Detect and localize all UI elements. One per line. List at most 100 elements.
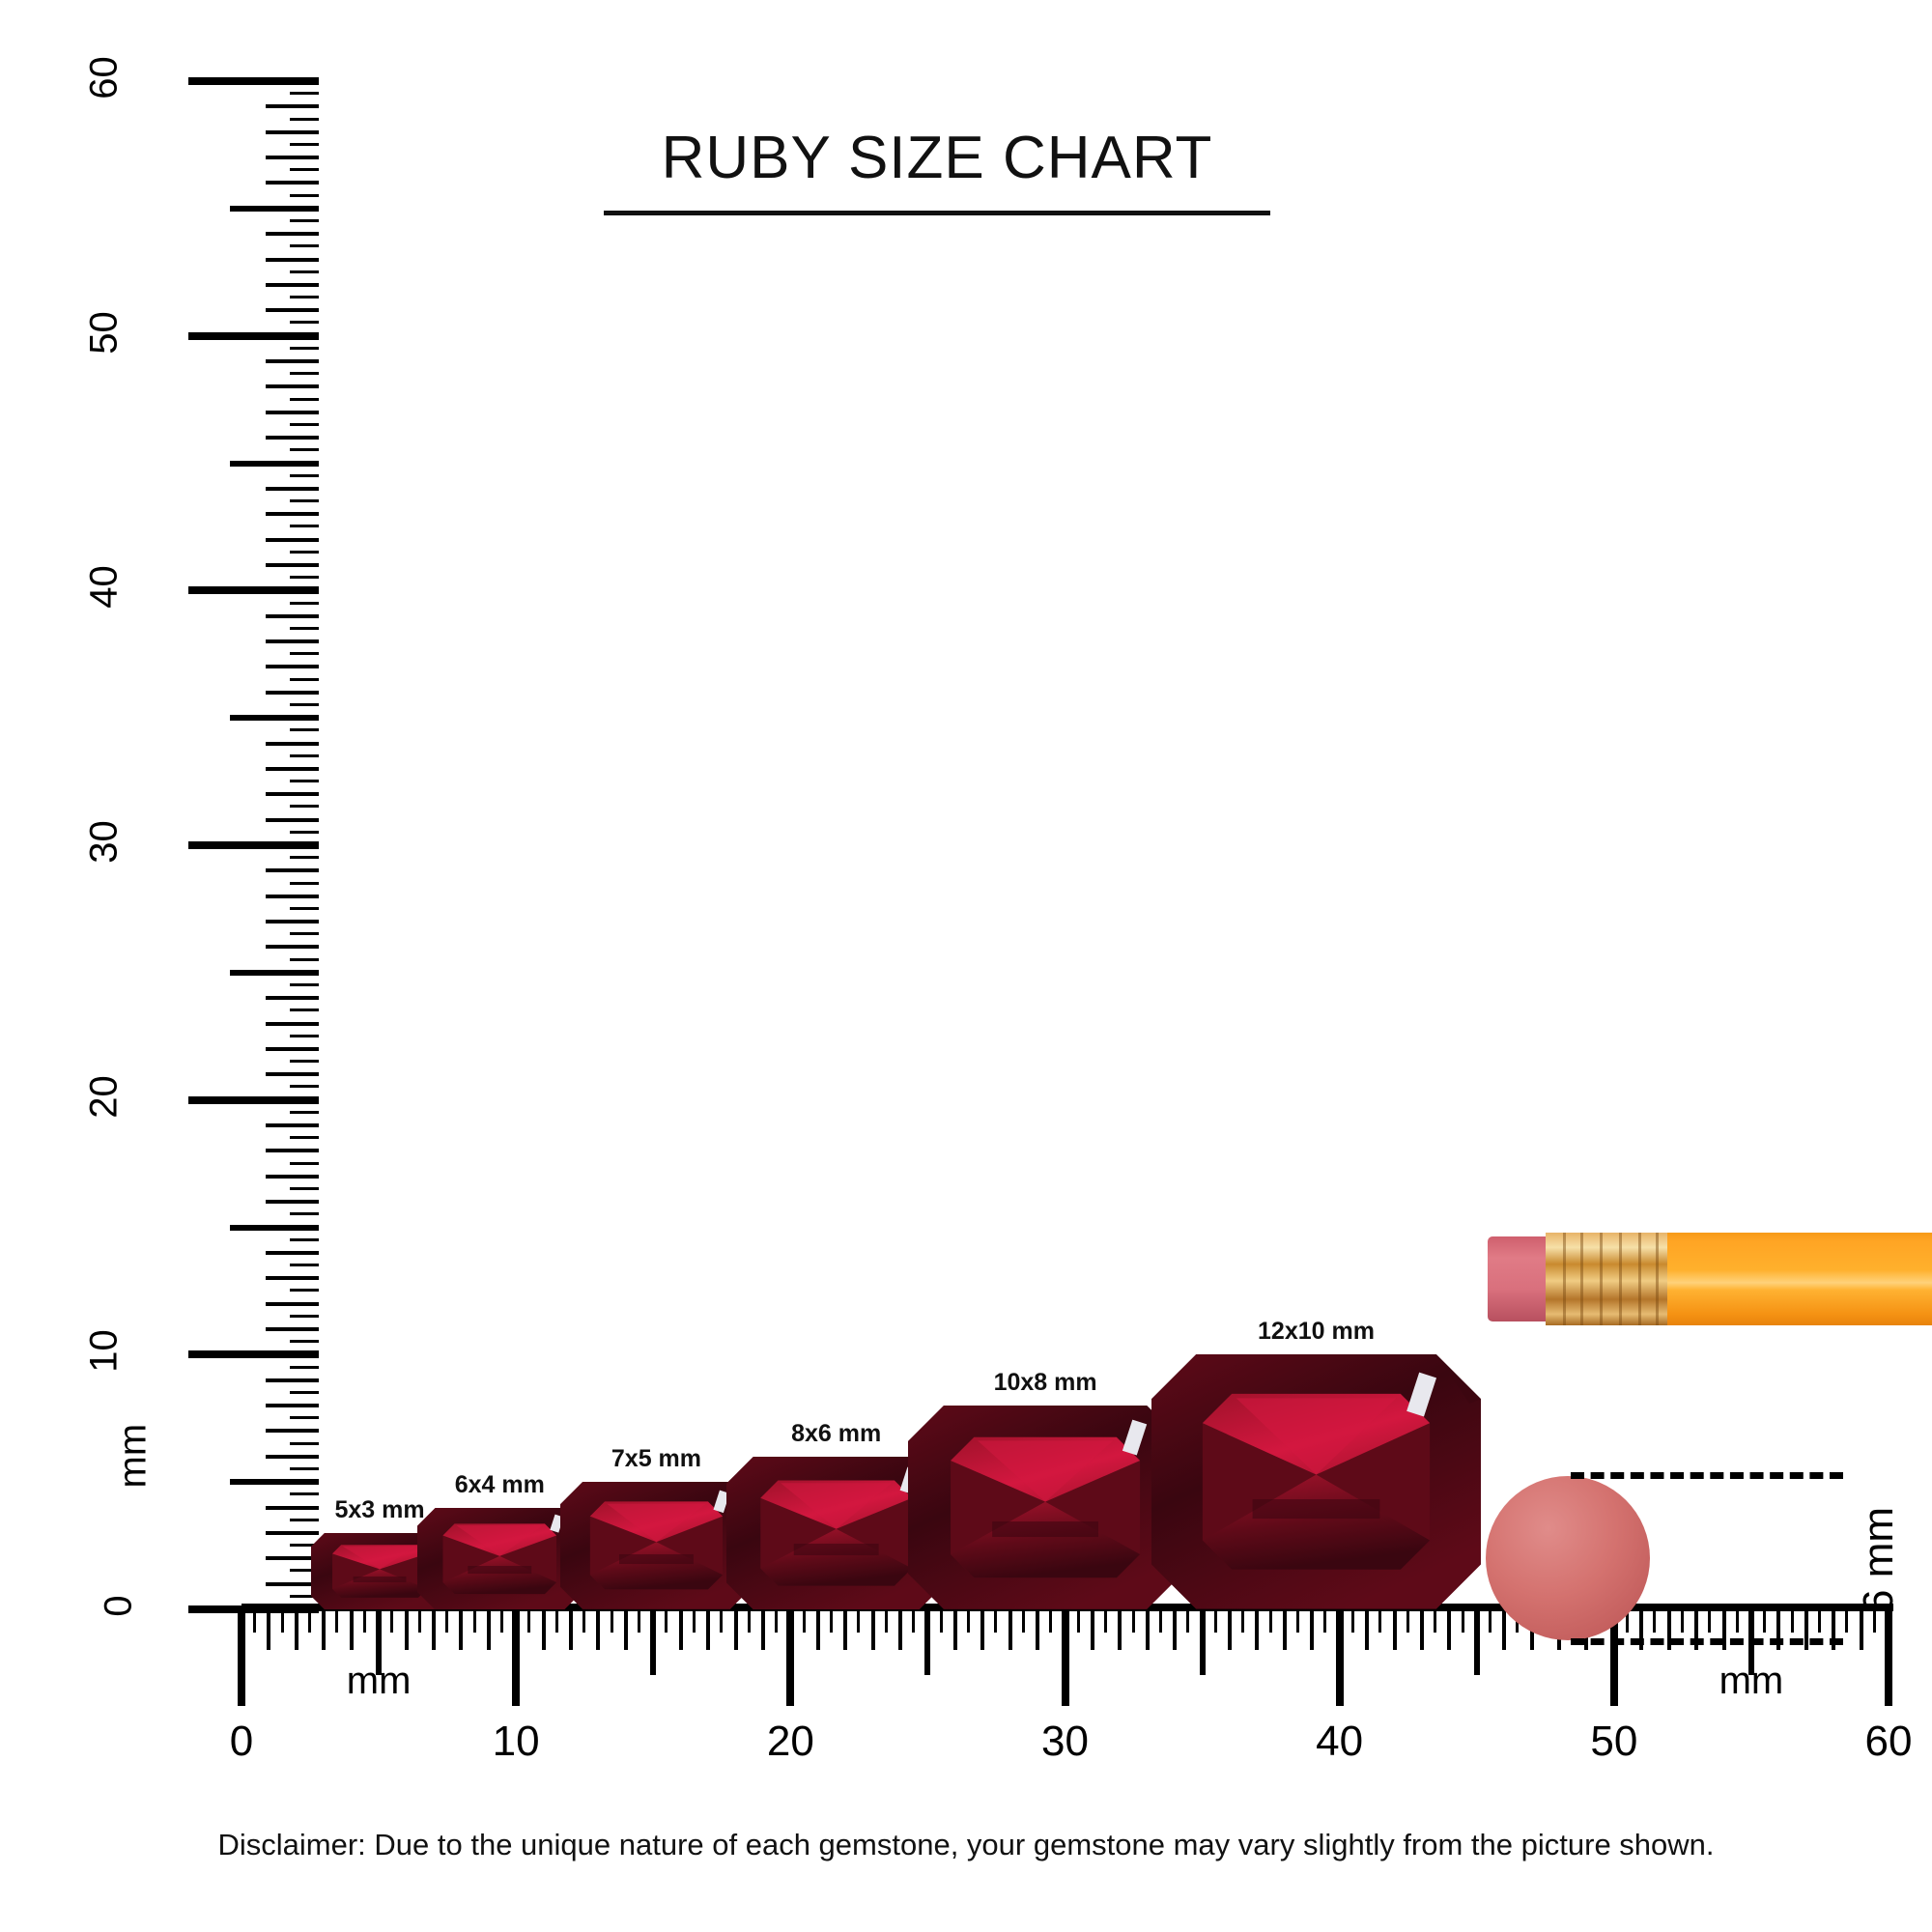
horizontal-ruler-tick (1817, 1609, 1821, 1633)
horizontal-ruler-tick (280, 1609, 284, 1633)
vertical-ruler-tick (290, 881, 319, 885)
vertical-ruler-tick (266, 436, 319, 440)
vertical-ruler-tick (290, 753, 319, 757)
horizontal-ruler-tick (706, 1609, 711, 1650)
vertical-ruler-tick (266, 1174, 319, 1179)
horizontal-ruler-tick (1488, 1609, 1492, 1633)
vertical-ruler-tick (290, 372, 319, 376)
horizontal-ruler-tick (499, 1609, 503, 1633)
gem-item[interactable]: 12x10 mm (1151, 1318, 1481, 1609)
horizontal-ruler-tick (1213, 1609, 1217, 1633)
horizontal-ruler-tick (267, 1609, 271, 1650)
horizontal-ruler-tick (1392, 1609, 1397, 1650)
vertical-ruler-tick (230, 1224, 319, 1231)
horizontal-ruler-tick (1378, 1609, 1382, 1633)
horizontal-ruler-tick (1296, 1609, 1300, 1633)
gem-item[interactable]: 5x3 mm (311, 1496, 449, 1609)
horizontal-ruler-tick (952, 1609, 957, 1650)
vertical-ruler-tick (290, 601, 319, 605)
vertical-ruler-tick (266, 129, 319, 134)
horizontal-ruler-tick (1241, 1609, 1245, 1633)
horizontal-ruler-tick (1131, 1609, 1135, 1633)
horizontal-ruler-tick (431, 1609, 436, 1650)
horizontal-ruler-tick (404, 1609, 409, 1650)
horizontal-ruler-tick (1721, 1609, 1726, 1650)
horizontal-ruler-tick (1776, 1609, 1781, 1650)
gem-item[interactable]: 8x6 mm (726, 1420, 947, 1609)
horizontal-ruler-tick (1845, 1609, 1849, 1633)
horizontal-ruler-tick (238, 1609, 245, 1706)
vertical-ruler-tick (290, 1136, 319, 1140)
vertical-ruler-tick (290, 296, 319, 299)
vertical-ruler-unit-label: mm (111, 1424, 155, 1489)
vertical-ruler-label: 20 (82, 1074, 126, 1119)
vertical-ruler-tick (290, 1085, 319, 1089)
gem-illustration (311, 1532, 449, 1609)
vertical-ruler-tick (266, 1301, 319, 1306)
horizontal-ruler-tick (1173, 1609, 1178, 1650)
vertical-ruler-tick (290, 932, 319, 936)
gem-size-label: 6x4 mm (454, 1470, 545, 1498)
vertical-ruler-tick (290, 1466, 319, 1470)
horizontal-ruler-tick (924, 1609, 931, 1675)
vertical-ruler-tick (266, 1276, 319, 1281)
horizontal-ruler-tick (1804, 1609, 1808, 1650)
vertical-ruler-tick (290, 1314, 319, 1318)
horizontal-ruler-tick (815, 1609, 820, 1650)
vertical-ruler-tick (188, 1350, 319, 1359)
vertical-ruler-tick (188, 841, 319, 849)
horizontal-ruler-tick (650, 1609, 657, 1675)
vertical-ruler-tick (290, 626, 319, 630)
gem-illustration (560, 1482, 753, 1609)
horizontal-ruler-tick (1735, 1609, 1739, 1633)
gem-illustration (417, 1507, 582, 1609)
horizontal-ruler-tick (638, 1609, 641, 1633)
pencil-reference (1488, 1225, 1932, 1331)
vertical-ruler-tick (266, 996, 319, 1001)
horizontal-ruler-tick (445, 1609, 449, 1633)
horizontal-ruler-tick (1199, 1609, 1206, 1675)
horizontal-ruler-label: 0 (229, 1718, 254, 1765)
horizontal-ruler-tick (1885, 1609, 1892, 1706)
horizontal-ruler-tick (1694, 1609, 1699, 1650)
vertical-ruler-tick (266, 868, 319, 873)
horizontal-ruler-tick (541, 1609, 546, 1650)
vertical-ruler-tick (290, 397, 319, 401)
vertical-ruler-tick (266, 690, 319, 695)
horizontal-ruler-label: 50 (1590, 1718, 1638, 1765)
vertical-ruler-tick (266, 512, 319, 517)
horizontal-ruler-tick (253, 1609, 257, 1633)
gem-size-label: 7x5 mm (611, 1445, 702, 1473)
horizontal-ruler-label: 20 (766, 1718, 814, 1765)
gem-illustration (726, 1456, 947, 1609)
horizontal-ruler-tick (1323, 1609, 1327, 1633)
vertical-ruler-tick (266, 1581, 319, 1586)
vertical-ruler-tick (266, 766, 319, 771)
horizontal-ruler-tick (1447, 1609, 1452, 1650)
vertical-ruler-tick (290, 117, 319, 121)
horizontal-ruler-tick (472, 1609, 476, 1633)
vertical-ruler-tick (266, 1454, 319, 1459)
horizontal-ruler-tick (898, 1609, 902, 1650)
horizontal-ruler-tick (1021, 1609, 1025, 1633)
gem-item[interactable]: 6x4 mm (417, 1471, 582, 1609)
vertical-ruler-tick (266, 1556, 319, 1561)
gem-item[interactable]: 7x5 mm (560, 1445, 753, 1609)
vertical-ruler-tick (290, 805, 319, 809)
vertical-ruler-tick (266, 1021, 319, 1026)
horizontal-ruler-tick (802, 1609, 806, 1633)
vertical-ruler-tick (266, 894, 319, 898)
vertical-ruler-label: 50 (82, 310, 126, 355)
horizontal-ruler-tick (376, 1609, 383, 1675)
gem-item[interactable]: 10x8 mm (908, 1369, 1183, 1609)
horizontal-ruler-tick (417, 1609, 421, 1633)
horizontal-ruler-tick (980, 1609, 985, 1650)
pencil-body (1667, 1233, 1932, 1325)
vertical-ruler-tick (290, 1518, 319, 1521)
vertical-ruler-tick (266, 384, 319, 389)
horizontal-ruler-unit-label-right: mm (1719, 1660, 1784, 1702)
vertical-ruler-tick (290, 244, 319, 248)
horizontal-ruler-tick (1061, 1609, 1069, 1706)
horizontal-ruler-tick (939, 1609, 943, 1633)
horizontal-ruler-tick (582, 1609, 586, 1633)
